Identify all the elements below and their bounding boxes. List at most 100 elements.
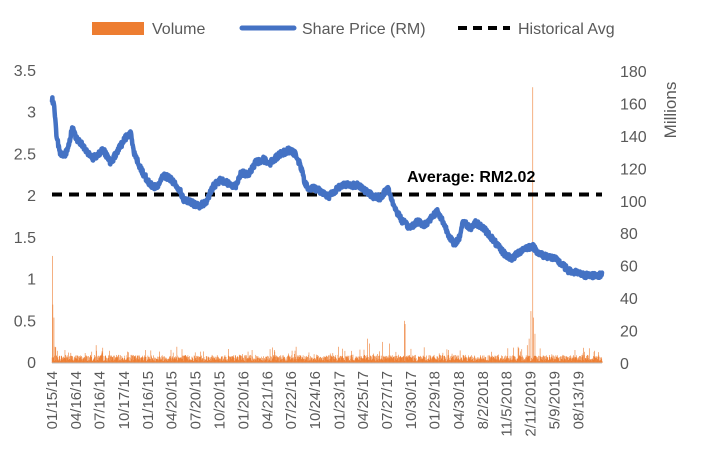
volume-bar: [267, 358, 269, 363]
volume-bar: [522, 357, 524, 363]
volume-bar: [559, 360, 560, 363]
volume-bar: [370, 359, 372, 363]
volume-bar: [492, 357, 494, 363]
volume-bar: [599, 360, 600, 363]
volume-bar: [433, 356, 434, 363]
volume-bar: [128, 357, 130, 363]
volume-bar: [134, 355, 135, 363]
volume-bar: [464, 357, 465, 363]
volume-bar: [247, 351, 249, 363]
volume-bar: [487, 355, 489, 363]
volume-bar: [189, 356, 191, 363]
volume-bar: [554, 359, 555, 363]
volume-bar: [371, 356, 372, 363]
volume-bar: [533, 317, 534, 363]
volume-bar: [323, 356, 325, 363]
volume-bar: [100, 355, 101, 363]
volume-bar: [348, 361, 350, 363]
volume-bar: [204, 358, 205, 363]
volume-bar: [112, 357, 113, 363]
volume-bar: [233, 357, 235, 363]
volume-bar: [459, 359, 461, 363]
volume-bar: [448, 359, 450, 363]
volume-bar: [139, 357, 141, 363]
volume-bar: [259, 358, 261, 363]
volume-bar: [436, 358, 437, 363]
volume-bar: [561, 356, 563, 363]
volume-bar: [221, 356, 222, 363]
volume-bar: [288, 355, 290, 363]
volume-bar: [357, 356, 359, 363]
volume-bar: [62, 357, 63, 363]
volume-bar: [434, 357, 436, 363]
volume-bar: [466, 360, 467, 363]
volume-bar: [110, 356, 112, 363]
volume-bar: [428, 358, 429, 363]
volume-bar: [502, 358, 504, 363]
volume-bar: [333, 358, 335, 363]
volume-bar: [278, 361, 279, 363]
volume-bar: [241, 355, 242, 363]
volume-bar: [434, 358, 436, 363]
volume-bar: [427, 359, 429, 363]
volume-bar: [255, 359, 257, 363]
volume-bar: [441, 358, 442, 363]
volume-bar: [421, 358, 422, 363]
volume-bar: [114, 360, 116, 363]
volume-bar: [514, 355, 516, 363]
volume-bar: [155, 357, 156, 363]
volume-bar: [173, 360, 175, 363]
volume-bar: [451, 355, 452, 363]
volume-bar: [59, 355, 61, 363]
volume-bar: [427, 361, 429, 363]
volume-bar: [209, 360, 210, 363]
volume-bar: [330, 358, 331, 363]
volume-bar: [78, 360, 80, 363]
volume-bar: [445, 357, 447, 363]
volume-bar: [120, 355, 121, 363]
volume-bar: [77, 355, 79, 363]
volume-bar: [320, 356, 321, 363]
volume-bar: [193, 360, 194, 363]
volume-bar: [312, 359, 314, 363]
volume-bar: [463, 355, 465, 363]
volume-bar: [327, 360, 329, 363]
volume-bar: [302, 357, 304, 363]
volume-bar: [575, 357, 576, 363]
volume-bar: [482, 359, 484, 363]
volume-bar: [465, 357, 466, 363]
volume-bar: [449, 360, 450, 363]
volume-bar: [222, 356, 223, 363]
volume-bar: [70, 355, 71, 363]
volume-bar: [287, 356, 288, 363]
volume-bar: [186, 357, 187, 363]
volume-bar: [288, 353, 289, 363]
volume-bar: [546, 356, 548, 363]
volume-bar: [376, 359, 378, 363]
y-left-tick-label: 1.5: [14, 230, 36, 247]
volume-bar: [55, 347, 57, 363]
volume-bar: [286, 357, 288, 363]
volume-bar: [338, 358, 340, 363]
volume-bar: [459, 359, 460, 363]
volume-bar: [485, 359, 486, 363]
volume-bar: [102, 347, 104, 363]
volume-bar: [361, 357, 363, 363]
volume-bar: [211, 360, 212, 363]
volume-bar: [506, 355, 508, 363]
volume-bar: [525, 359, 527, 363]
volume-bar: [593, 351, 595, 363]
volume-bar: [290, 359, 292, 363]
volume-bar: [433, 355, 435, 363]
volume-bar: [373, 359, 375, 363]
volume-bar: [360, 360, 361, 363]
volume-bar: [578, 357, 579, 363]
volume-bar: [295, 346, 297, 363]
volume-bar: [91, 360, 93, 363]
volume-bar: [351, 354, 353, 363]
volume-bar: [317, 356, 319, 363]
volume-bar: [147, 359, 148, 363]
volume-bar: [448, 355, 450, 363]
x-tick-label: 07/20/15: [187, 371, 204, 429]
volume-bar: [220, 358, 221, 363]
